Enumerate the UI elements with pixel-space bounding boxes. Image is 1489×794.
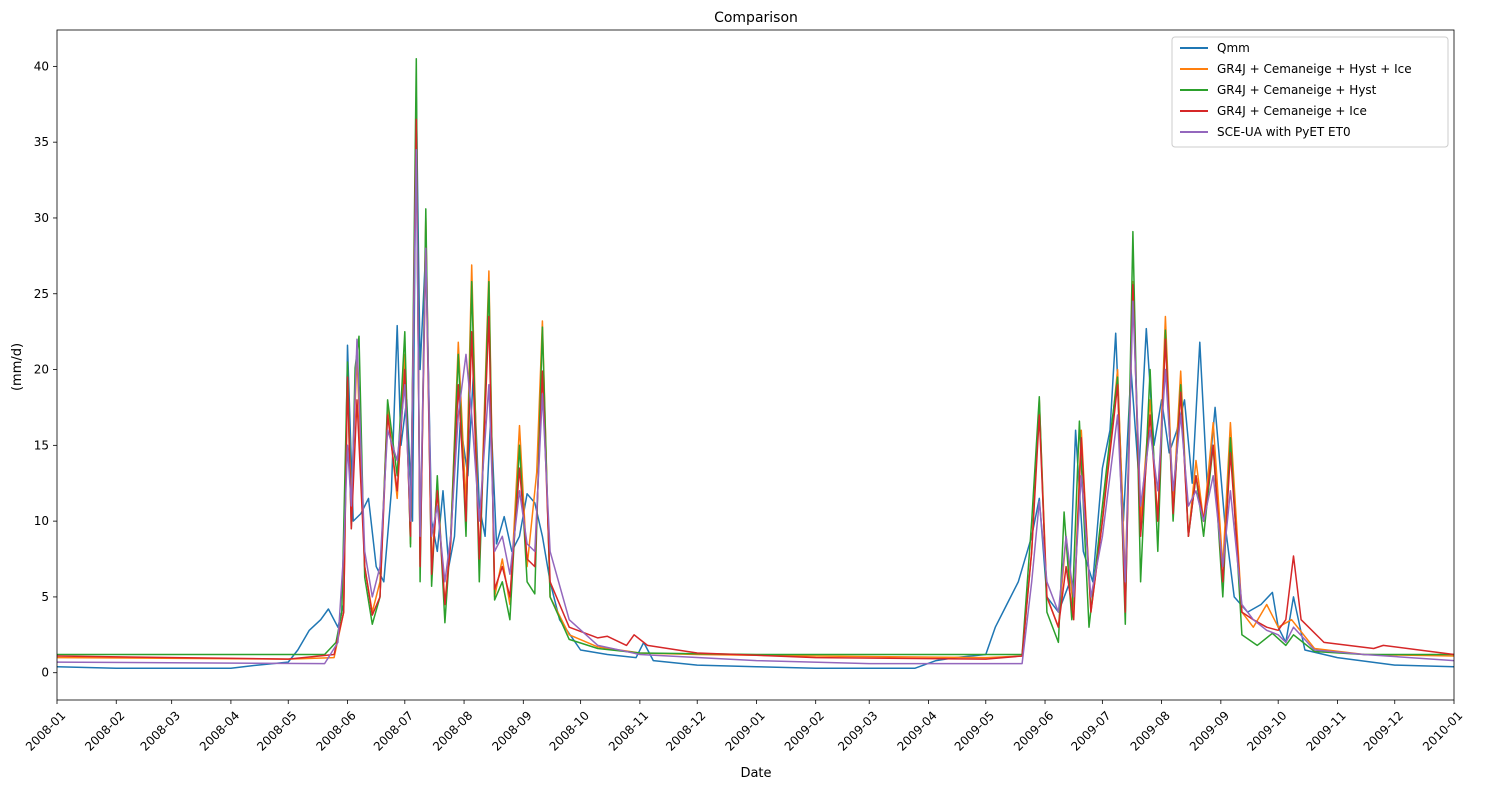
series-line-3 [56, 118, 1455, 660]
x-tick-label: 2009-08 [1128, 708, 1173, 753]
series-line-0 [56, 95, 1455, 669]
series-line-4 [56, 149, 1455, 665]
series-line-1 [56, 118, 1455, 660]
x-tick-label: 2008-05 [254, 708, 299, 753]
x-tick-label: 2008-04 [197, 708, 242, 753]
x-tick-label: 2008-06 [313, 708, 358, 753]
x-tick-label: 2009-02 [782, 708, 827, 753]
x-tick-label: 2010-01 [1420, 708, 1465, 753]
y-tick-label: 30 [34, 211, 49, 225]
legend-label-1: GR4J + Cemaneige + Hyst + Ice [1217, 62, 1412, 76]
y-tick-label: 40 [34, 59, 49, 73]
x-tick-label: 2008-07 [371, 708, 416, 753]
y-tick-label: 5 [41, 590, 49, 604]
x-tick-label: 2009-05 [952, 708, 997, 753]
legend-label-3: GR4J + Cemaneige + Ice [1217, 104, 1367, 118]
y-tick-label: 25 [34, 287, 49, 301]
x-tick-label: 2008-08 [430, 708, 475, 753]
x-tick-label: 2008-12 [663, 708, 708, 753]
x-tick-label: 2009-11 [1303, 708, 1348, 753]
x-tick-label: 2009-10 [1244, 708, 1289, 753]
x-tick-label: 2008-01 [23, 708, 68, 753]
y-tick-label: 0 [41, 666, 49, 680]
y-tick-label: 15 [34, 438, 49, 452]
legend-label-0: Qmm [1217, 41, 1250, 55]
x-tick-label: 2008-03 [138, 708, 183, 753]
y-axis: 0 5 10 15 20 25 30 35 40 [34, 59, 57, 680]
plot-lines [56, 58, 1455, 669]
x-tick-label: 2009-04 [894, 708, 939, 753]
chart-title: Comparison [714, 10, 798, 26]
x-tick-label: 2009-01 [722, 708, 767, 753]
legend-box [1171, 36, 1449, 148]
y-tick-label: 10 [34, 514, 49, 528]
x-tick-label: 2009-06 [1011, 708, 1056, 753]
legend-label-4: SCE-UA with PyET ET0 [1217, 125, 1351, 139]
x-tick-label: 2008-09 [489, 708, 534, 753]
plot-frame [56, 29, 1455, 701]
y-tick-label: 35 [34, 135, 49, 149]
y-axis-label: (mm/d) [10, 343, 25, 391]
x-tick-label: 2008-10 [547, 708, 592, 753]
series-line-2 [57, 58, 1454, 656]
legend: Qmm GR4J + Cemaneige + Hyst + Ice GR4J + C… [1171, 36, 1449, 148]
x-tick-label: 2009-12 [1361, 708, 1406, 753]
x-axis: 2008-01 2008-02 2008-03 2008-04 2008-05 2008-… [23, 700, 1465, 754]
x-tick-label: 2009-09 [1187, 708, 1232, 753]
x-axis-label: Date [740, 766, 771, 781]
y-tick-label: 20 [34, 363, 49, 377]
x-tick-label: 2008-02 [82, 708, 127, 753]
x-tick-label: 2008-11 [606, 708, 651, 753]
x-tick-label: 2009-03 [835, 708, 880, 753]
legend-label-2: GR4J + Cemaneige + Hyst [1217, 83, 1377, 97]
x-tick-label: 2009-07 [1068, 708, 1113, 753]
